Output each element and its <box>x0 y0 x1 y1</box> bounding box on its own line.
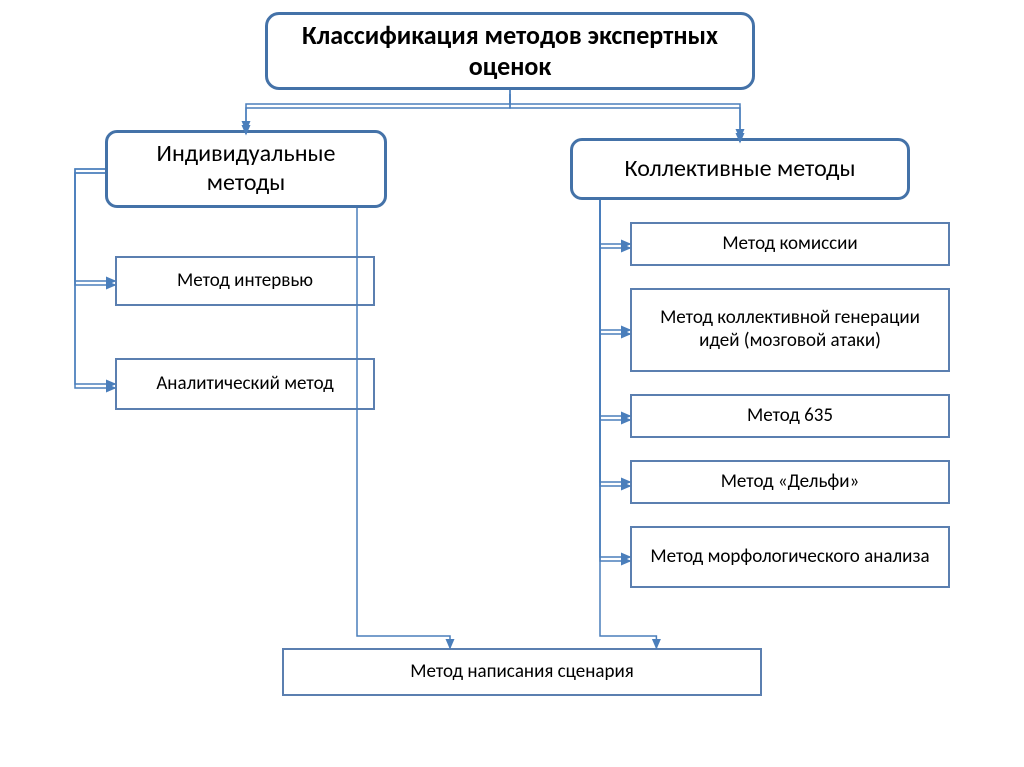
item-l2-text: Аналитический метод <box>156 373 333 396</box>
item-l1-text: Метод интервью <box>177 270 313 293</box>
item-r4-box: Метод «Дельфи» <box>630 460 950 504</box>
branch-left-text: Индивидуальные методы <box>120 140 372 198</box>
item-r2-text: Метод коллективной генерации идей (мозго… <box>642 307 938 353</box>
item-r3-box: Метод 635 <box>630 394 950 438</box>
item-r2-box: Метод коллективной генерации идей (мозго… <box>630 288 950 372</box>
item-l2-box: Аналитический метод <box>115 358 375 410</box>
branch-left-box: Индивидуальные методы <box>105 130 387 208</box>
item-r3-text: Метод 635 <box>747 405 833 428</box>
branch-right-text: Коллективные методы <box>625 155 856 184</box>
item-r5-text: Метод морфологического анализа <box>650 546 929 569</box>
branch-right-box: Коллективные методы <box>570 138 910 200</box>
item-bottom-box: Метод написания сценария <box>282 648 762 696</box>
item-r4-text: Метод «Дельфи» <box>721 471 860 494</box>
item-bottom-text: Метод написания сценария <box>410 661 634 684</box>
item-r5-box: Метод морфологического анализа <box>630 526 950 588</box>
item-r1-box: Метод комиссии <box>630 222 950 266</box>
title-box: Классификация методов экспертных оценок <box>265 12 755 90</box>
title-text: Классификация методов экспертных оценок <box>286 20 734 82</box>
item-l1-box: Метод интервью <box>115 256 375 306</box>
item-r1-text: Метод комиссии <box>722 233 857 256</box>
